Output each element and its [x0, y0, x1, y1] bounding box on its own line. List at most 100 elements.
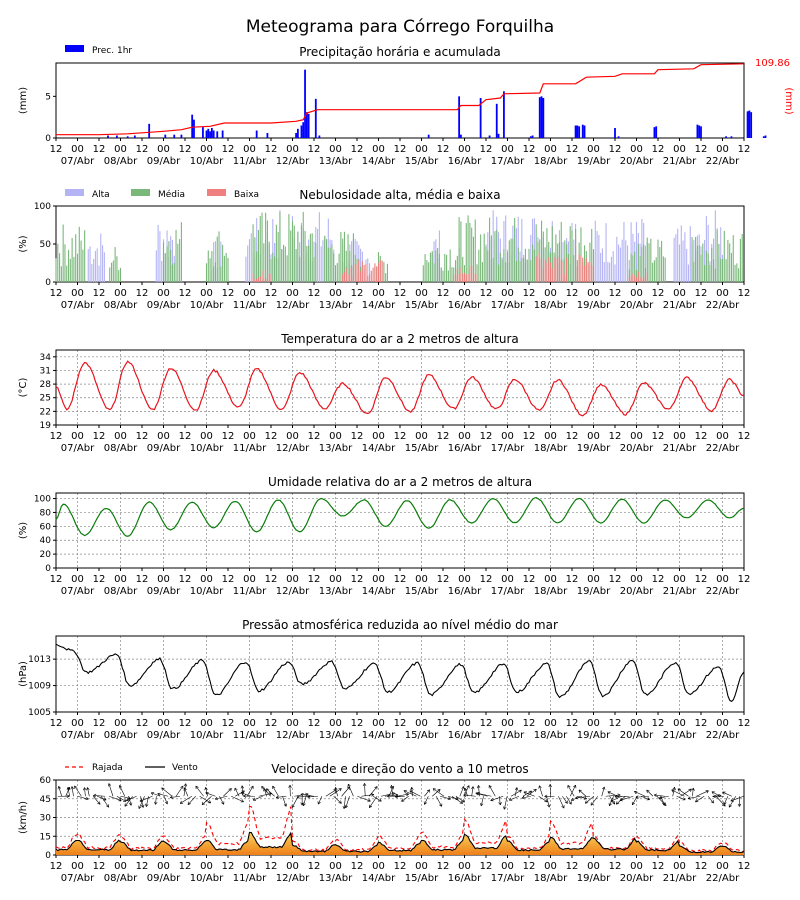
cloud-high-bar	[155, 250, 157, 282]
cloud-mid-bar	[55, 258, 57, 282]
precip-bar	[266, 133, 269, 138]
temperature-xtick-label: 12	[652, 431, 665, 442]
precip-xtick-label: 12	[351, 144, 364, 155]
wind-direction-arrowhead	[105, 804, 110, 808]
wind-xtick-label: 00	[415, 861, 428, 872]
cloud-mid-bar	[84, 230, 86, 282]
wind-direction-arrow	[345, 796, 350, 809]
precip-xtick-label: 12	[437, 144, 450, 155]
humidity-title: Umidade relativa do ar a 2 metros de alt…	[268, 475, 532, 489]
temperature-xtick-label: 12	[437, 431, 450, 442]
wind-day-label: 18/Abr	[534, 873, 568, 884]
cloud-mid-bar	[460, 221, 462, 282]
wind-direction-arrowhead	[463, 793, 467, 797]
cloud-mid-bar	[116, 256, 118, 282]
pressure-xtick-label: 00	[200, 718, 213, 729]
wind-direction-arrow	[635, 795, 650, 798]
cloud-high-bar	[89, 246, 91, 282]
wind-direction-arrow	[266, 788, 275, 797]
precip-day-label: 14/Abr	[362, 156, 396, 167]
wind-direction-arrowhead	[240, 791, 245, 796]
cloud-mid-bar	[223, 255, 225, 282]
cloud-mid-bar	[555, 234, 557, 282]
wind-direction-arrowhead	[128, 802, 133, 806]
precip-day-label: 22/Abr	[706, 156, 740, 167]
cloud-mid-bar	[571, 230, 573, 282]
humidity-ytick-label: 100	[34, 495, 51, 505]
wind-direction-arrowhead	[150, 792, 155, 796]
precip-xtick-label: 12	[265, 144, 278, 155]
cloud-low-bar	[453, 274, 455, 282]
precip-day-label: 15/Abr	[405, 156, 439, 167]
humidity-xtick-label: 12	[50, 574, 63, 585]
wind-direction-arrow	[539, 785, 543, 797]
cloud-mid-bar	[492, 258, 494, 282]
wind-day-label: 13/Abr	[319, 873, 353, 884]
wind-direction-arrow	[514, 787, 518, 797]
pressure-day-label: 20/Abr	[620, 730, 654, 741]
wind-direction-arrow	[451, 796, 463, 804]
precip-bar	[164, 134, 167, 138]
cloud-mid-bar	[696, 245, 698, 282]
clouds-xtick-label: 12	[50, 288, 63, 299]
precip-bar	[458, 96, 461, 138]
pressure-day-label: 08/Abr	[104, 730, 138, 741]
cloud-low-bar	[345, 268, 347, 282]
pressure-xtick-label: 00	[587, 718, 600, 729]
wind-ylabel: (km/h)	[18, 801, 29, 834]
wind-direction-arrowhead	[677, 788, 681, 792]
cloud-high-bar	[98, 265, 100, 282]
humidity-xtick-label: 00	[243, 574, 256, 585]
wind-direction-arrow	[455, 796, 465, 803]
wind-direction-arrow	[357, 795, 371, 802]
cloud-low-bar	[354, 264, 356, 282]
cloud-mid-bar	[709, 265, 711, 282]
cloud-mid-bar	[438, 253, 440, 282]
wind-direction-arrow	[401, 796, 409, 802]
clouds-day-label: 14/Abr	[362, 300, 396, 311]
precip-bar	[116, 135, 118, 138]
cloud-mid-bar	[718, 243, 720, 282]
pressure-day-label: 12/Abr	[276, 730, 310, 741]
cloud-high-bar	[704, 239, 706, 282]
cloud-high-bar	[686, 248, 688, 282]
wind-direction-arrowhead	[663, 802, 667, 807]
cloud-mid-bar	[526, 259, 528, 282]
cloud-mid-bar	[282, 244, 285, 282]
cloud-low-bar	[360, 271, 362, 282]
cloud-high-bar	[159, 231, 161, 282]
cloud-mid-bar	[730, 252, 733, 282]
clouds-day-label: 11/Abr	[233, 300, 267, 311]
humidity-xtick-label: 00	[329, 574, 342, 585]
cloud-high-bar	[612, 251, 614, 282]
temperature-xtick-label: 00	[71, 431, 84, 442]
wind-day-label: 17/Abr	[491, 873, 525, 884]
cloud-high-bar	[623, 221, 625, 282]
cloud-low-bar	[553, 257, 555, 282]
pressure-xtick-label: 12	[738, 718, 751, 729]
cloud-mid-bar	[385, 273, 387, 282]
cloud-mid-bar	[166, 246, 168, 282]
cloud-low-bar	[564, 273, 566, 282]
wind-direction-arrowhead	[70, 786, 74, 790]
cloud-mid-bar	[114, 247, 116, 282]
cloud-mid-bar	[695, 236, 697, 282]
wind-direction-arrowhead	[362, 783, 367, 787]
cloud-mid-bar	[222, 244, 224, 282]
wind-direction-arrow	[272, 785, 279, 797]
clouds-xtick-label: 12	[652, 288, 665, 299]
clouds-day-label: 10/Abr	[190, 300, 224, 311]
precip-day-label: 21/Abr	[663, 156, 697, 167]
wind-ytick-label: 60	[40, 776, 52, 786]
temperature-xtick-label: 00	[716, 431, 729, 442]
cloud-low-bar	[632, 273, 634, 282]
cloud-low-bar	[591, 264, 593, 282]
cloud-mid-bar	[652, 262, 654, 282]
cloud-mid-bar	[662, 256, 664, 282]
cloud-low-bar	[363, 264, 365, 282]
precip-bar	[460, 134, 462, 138]
temperature-ytick-label: 25	[40, 394, 51, 404]
cloud-high-bar	[93, 258, 95, 282]
cloud-mid-bar	[702, 243, 704, 282]
temperature-xtick-label: 00	[286, 431, 299, 442]
